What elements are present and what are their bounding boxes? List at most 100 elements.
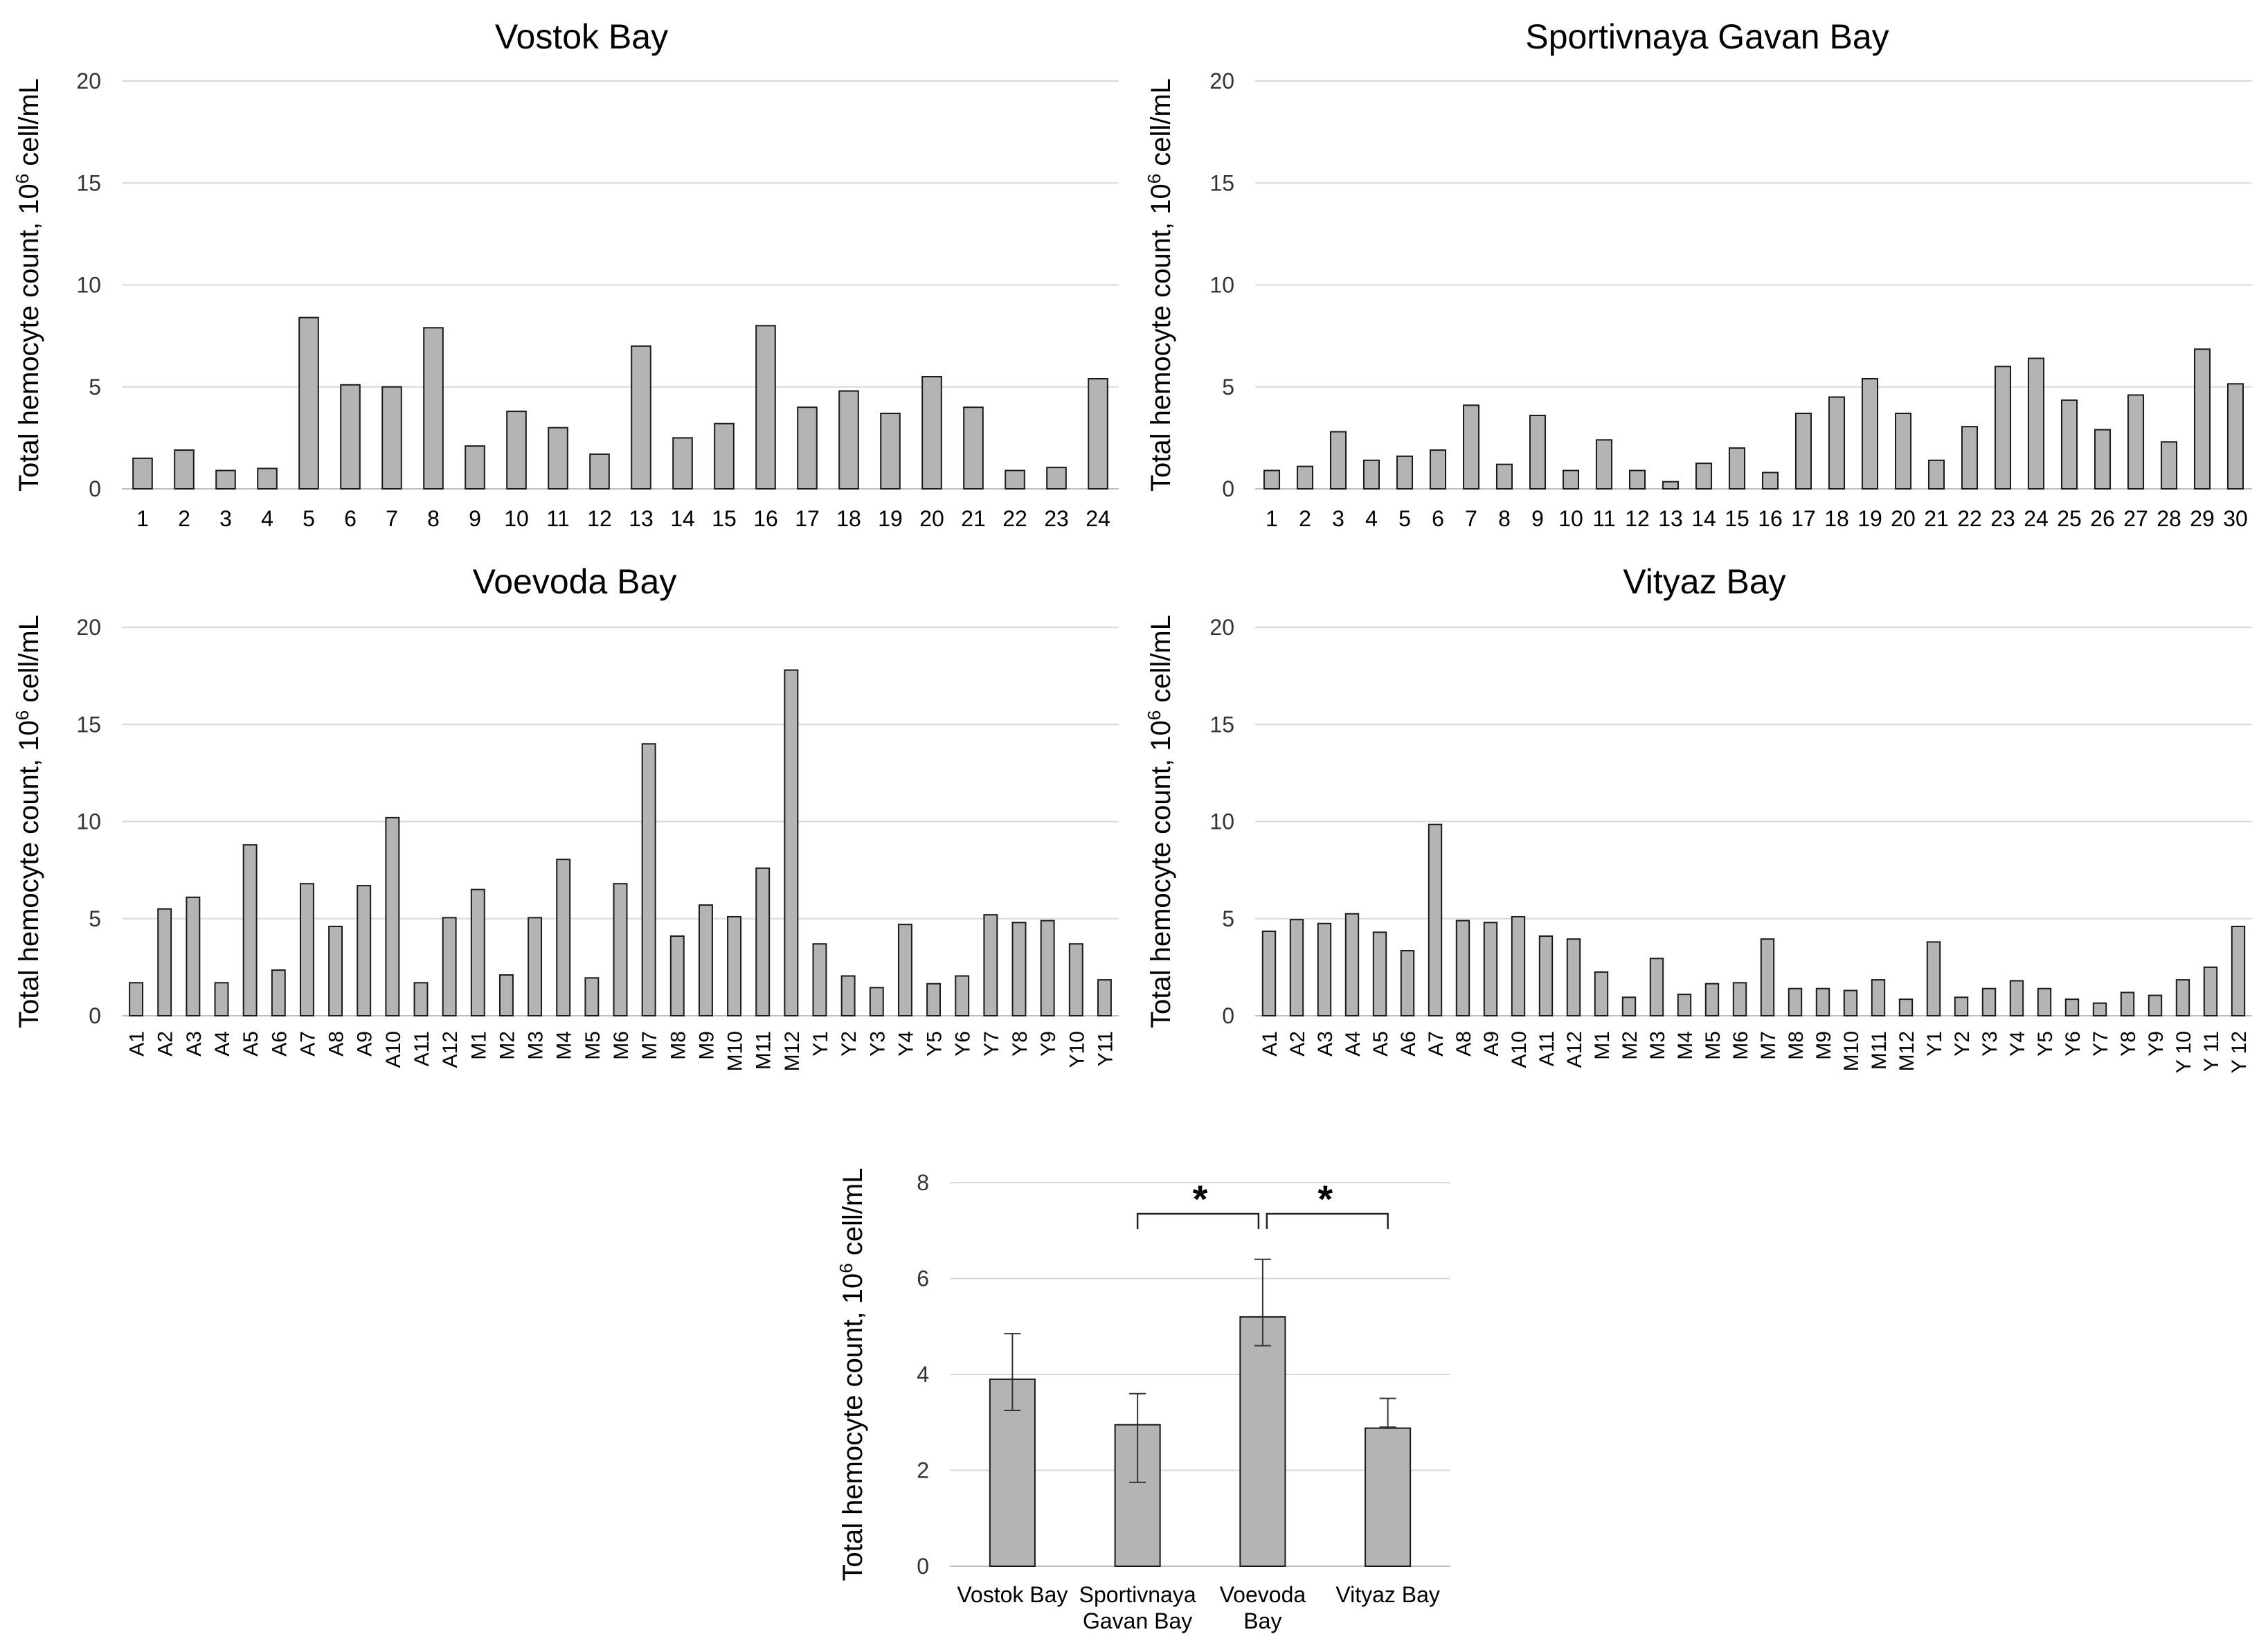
x-tick-label: A9 [354,1031,377,1057]
x-tick-label: Y7 [2089,1031,2112,1057]
x-tick-label: 18 [1824,506,1849,531]
x-tick-label: 13 [1658,506,1683,531]
bar [1898,998,1914,1016]
bar [897,924,912,1017]
y-tick-label: 4 [917,1362,929,1387]
x-tick-label: A3 [183,1031,206,1057]
bar [385,816,400,1016]
y-tick-label: 15 [1209,170,1234,195]
bar [215,469,236,490]
x-tick-label: M6 [1729,1031,1752,1060]
x-tick-label: 30 [2223,506,2248,531]
bar [669,935,685,1016]
bar [1594,971,1609,1016]
bar [613,883,628,1017]
x-tick-label: M4 [1674,1031,1697,1060]
y-tick-label: 10 [1209,809,1234,834]
x-tick-label: M4 [553,1031,576,1060]
x-tick-label: A1 [126,1031,149,1057]
x-tick-label: M2 [1619,1031,1641,1060]
x-tick-label: A1 [1259,1031,1281,1057]
x-tick-label: A12 [1563,1031,1586,1068]
x-tick-label: M5 [582,1031,604,1060]
significance-star: * [1317,1177,1333,1221]
significance-star: * [1193,1177,1208,1221]
bar [1429,449,1447,490]
bar [1628,469,1646,490]
bar [1761,472,1779,490]
bar [186,896,201,1017]
bar [2092,1002,2107,1016]
bar [381,386,402,490]
bar [465,445,485,490]
bar [869,987,884,1017]
bar [1400,950,1415,1016]
x-tick-label: Y4 [894,1031,917,1057]
bar [1068,943,1083,1016]
bar [2037,987,2052,1016]
y-axis-label: Total hemocyte count, 106 cell/mL [1144,78,1176,492]
y-axis-label-text: Total hemocyte count, 10 [1146,183,1176,492]
bar [631,345,651,490]
x-tick-label: Voevoda [1220,1582,1306,1607]
x-tick-label: M10 [1840,1031,1863,1071]
bar [2193,348,2211,490]
x-tick-label: Bay [1243,1608,1281,1633]
x-tick-label: 11 [546,506,569,531]
y-tick-label: 0 [89,476,101,501]
y-tick-label: 5 [1222,906,1234,931]
x-tick-label: Y7 [980,1031,1003,1057]
x-tick-label: A5 [1369,1031,1392,1057]
y-axis-label-unit: cell/mL [14,615,44,710]
bar [1649,958,1664,1016]
x-tick-label: 6 [1432,506,1444,531]
y-tick-label: 20 [1209,615,1234,640]
x-tick-label: 24 [1086,506,1110,531]
x-tick-label: A6 [1397,1031,1420,1057]
y-axis-label-superscript: 6 [12,174,33,183]
y-axis-label-superscript: 6 [836,1263,856,1273]
bar [2127,394,2145,490]
y-tick-label: 5 [1222,375,1234,400]
x-tick-label: M9 [695,1031,718,1060]
y-axis-label-superscript: 6 [12,710,33,720]
bar [983,914,998,1017]
bar [1677,994,1692,1017]
x-tick-label: 16 [753,506,778,531]
bar [157,908,172,1016]
bar [1529,414,1547,490]
x-tick-label: 22 [1957,506,1982,531]
bar [963,406,984,490]
x-tick-label: A5 [240,1031,262,1057]
bar [698,904,713,1016]
bar [271,969,286,1017]
y-axis-label: Total hemocyte count, 106 cell/mL [12,78,44,492]
bar [840,975,856,1017]
y-tick-label: 15 [1209,712,1234,737]
x-tick-label: Y 10 [2172,1031,2195,1073]
x-tick-label: 9 [1531,506,1544,531]
bar [242,844,258,1017]
x-tick-label: 7 [386,506,398,531]
bar [470,888,485,1017]
x-tick-label: Y2 [1951,1031,1974,1057]
x-tick-label: 23 [1990,506,2015,531]
bar [556,859,571,1017]
x-tick-label: M5 [1702,1031,1725,1060]
y-axis-label-superscript: 6 [1144,710,1164,720]
bar [129,982,144,1016]
bar [442,917,457,1017]
bar [298,316,319,490]
y-tick-label: 10 [1209,273,1234,298]
x-tick-label: Vityaz Bay [1335,1582,1440,1607]
bar [921,376,942,490]
x-tick-label: A11 [1536,1031,1558,1066]
bar [1005,469,1025,490]
x-tick-label: A4 [211,1031,234,1057]
x-tick-label: 13 [629,506,654,531]
bar [838,390,859,490]
x-tick-label: A12 [439,1031,462,1068]
bar [2160,441,2178,490]
x-tick-label: M8 [667,1031,690,1060]
bar [755,867,771,1016]
